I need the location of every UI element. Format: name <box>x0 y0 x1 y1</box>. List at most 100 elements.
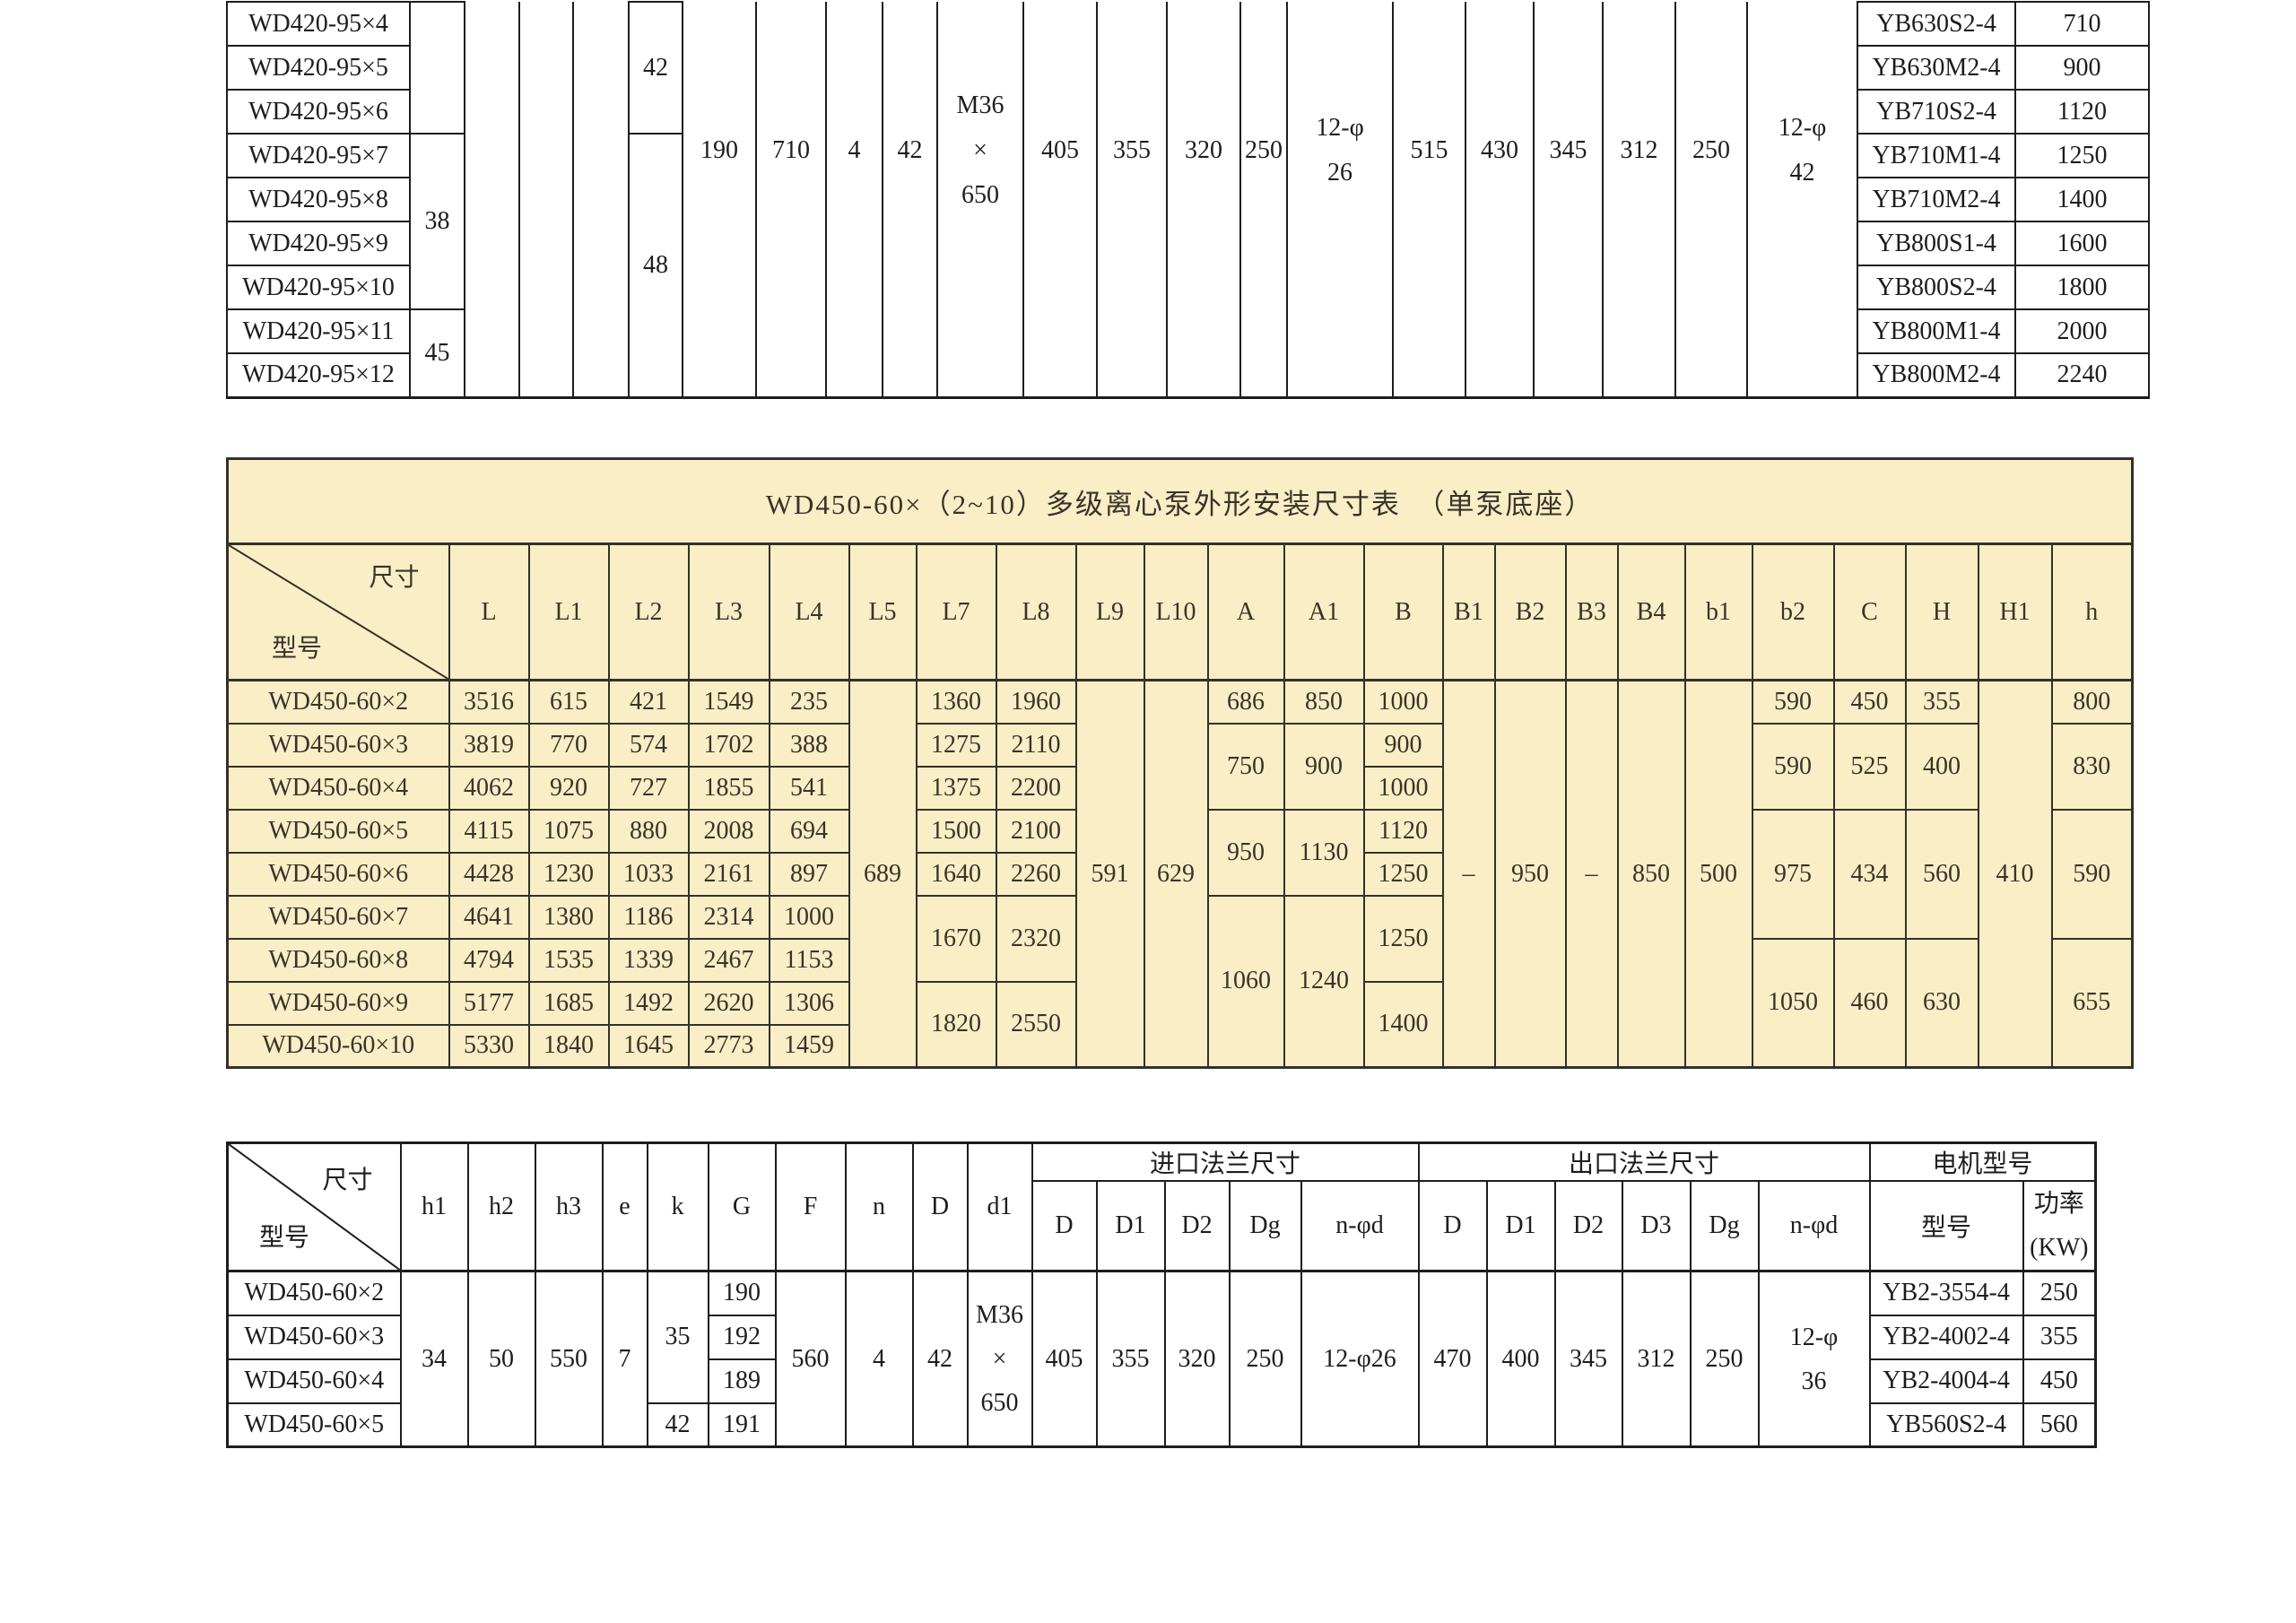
nphid-line: 42 <box>1789 159 1815 187</box>
value-cell: 850 <box>1616 679 1686 1069</box>
value-cell: 4062 <box>448 765 530 811</box>
value-cell: 2110 <box>995 722 1077 768</box>
model-cell: WD450-60×8 <box>226 937 450 983</box>
cell-text: 430 <box>1481 136 1518 164</box>
value-cell-k: 48 <box>628 133 683 398</box>
group-header-outlet-flange: 出口法兰尺寸 <box>1417 1141 1871 1182</box>
col-header: 型号 <box>1868 1180 2024 1272</box>
col-header: k <box>646 1141 709 1272</box>
table-wd450-60-dimensions: WD450-60×（2~10）多级离心泵外形安装尺寸表 （单泵底座） 尺寸 型号… <box>226 457 2135 1069</box>
value-cell: 2314 <box>687 894 770 940</box>
table-row: WD450-60×5 42 191 YB560S2-4 560 <box>226 1402 2097 1448</box>
value-cell-k: 42 <box>628 1 683 135</box>
value-cell: 235 <box>768 679 850 725</box>
value-cell: 450 <box>1832 679 1907 725</box>
col-header: L8 <box>995 542 1077 681</box>
power-cell: 355 <box>2022 1314 2097 1360</box>
model-cell: WD420-95×8 <box>226 177 411 222</box>
outlet-Dg-cell: 250 <box>1674 2 1748 398</box>
value-cell: 1240 <box>1283 894 1365 1069</box>
value-cell: 950 <box>1206 808 1285 897</box>
col-header: b2 <box>1751 542 1835 681</box>
table-row: WD450-60×8 4794 1535 1339 2467 1153 1050… <box>226 937 2134 1069</box>
power-cell: 900 <box>2014 45 2150 91</box>
value-cell: 500 <box>1683 679 1753 1069</box>
d1-line: 650 <box>980 1389 1019 1417</box>
value-cell: 541 <box>768 765 850 811</box>
value-cell: 2620 <box>687 980 770 1026</box>
model-cell: WD450-60×7 <box>226 894 450 940</box>
cell-text: 12-φ 42 <box>1749 106 1856 195</box>
empty-cell <box>518 2 574 398</box>
value-cell: 1250 <box>1362 894 1444 983</box>
col-header: L9 <box>1074 542 1145 681</box>
corner-size-label: 尺寸 <box>322 1167 373 1194</box>
value-cell: 850 <box>1283 679 1365 725</box>
value-cell-h1: 38 <box>409 133 465 310</box>
outlet-D-cell: 470 <box>1417 1270 1488 1448</box>
value-cell: 897 <box>768 851 850 897</box>
value-cell-G: 190 <box>682 2 757 398</box>
value-cell: 1000 <box>768 894 850 940</box>
inlet-nphid-cell: 12-φ 26 <box>1286 2 1394 398</box>
col-header: B4 <box>1616 542 1686 681</box>
value-cell: 1380 <box>527 894 610 940</box>
table-row: WD450-60×3 192 YB2-4002-4 355 <box>226 1314 2097 1360</box>
diagonal-line <box>229 1144 400 1270</box>
value-cell: 1153 <box>768 937 850 983</box>
value-cell: 1960 <box>995 679 1077 725</box>
cell-text: 320 <box>1185 136 1222 164</box>
corner-header-cell: 尺寸 型号 <box>226 1141 402 1272</box>
value-cell: 880 <box>607 808 690 854</box>
motor-model-cell: YB2-4002-4 <box>1868 1314 2024 1360</box>
col-header: n <box>844 1141 914 1272</box>
d1-line: M36 <box>976 1301 1023 1329</box>
value-cell: 950 <box>1493 679 1567 1069</box>
col-header: n-φd <box>1300 1180 1420 1272</box>
d1-line: × <box>973 136 987 164</box>
d1-line: × <box>992 1345 1007 1373</box>
table-row: WD420-95×10 YB800S2-4 1800 <box>226 265 2150 310</box>
inlet-D2-cell: 320 <box>1163 1270 1231 1448</box>
corner-model-label: 型号 <box>259 1224 310 1252</box>
table-row: WD450-60×4 189 YB2-4004-4 450 <box>226 1358 2097 1404</box>
table-row: WD420-95×7 38 48 YB710M1-4 1250 <box>226 133 2150 398</box>
value-cell: 1339 <box>607 937 690 983</box>
value-cell-n: 4 <box>825 2 883 398</box>
col-header: A <box>1206 542 1285 681</box>
col-header: B1 <box>1441 542 1496 681</box>
table-title: WD450-60×（2~10）多级离心泵外形安装尺寸表 （单泵底座） <box>226 457 2134 545</box>
value-cell-h3: 550 <box>534 1270 604 1448</box>
d1-line: 650 <box>961 181 999 209</box>
outlet-nphid-cell: 12-φ 36 <box>1757 1270 1871 1448</box>
power-header-line: 功率 <box>2033 1190 2084 1218</box>
table-row: WD450-60×3 3819 770 574 1702 388 1275 21… <box>226 722 2134 811</box>
value-cell: 1702 <box>687 722 770 768</box>
value-cell-d1: M36 × 650 <box>966 1270 1033 1448</box>
col-header: C <box>1832 542 1907 681</box>
value-cell: 1130 <box>1283 808 1365 897</box>
value-cell-h1: 45 <box>409 308 465 398</box>
col-header: Dg <box>1689 1180 1760 1272</box>
col-header: D3 <box>1621 1180 1692 1272</box>
power-cell: 710 <box>2014 1 2150 47</box>
col-header: L4 <box>768 542 850 681</box>
model-cell: WD420-95×9 <box>226 221 411 266</box>
motor-model-cell: YB710S2-4 <box>1857 89 2016 135</box>
value-cell-h2: 50 <box>466 1270 536 1448</box>
col-header: H1 <box>1977 542 2053 681</box>
value-cell: 3516 <box>448 679 530 725</box>
motor-model-cell: YB800M2-4 <box>1857 352 2016 398</box>
value-cell: 1000 <box>1362 765 1444 811</box>
value-cell: 1459 <box>768 1023 850 1069</box>
corner-model-label: 型号 <box>272 635 323 663</box>
cell-text: 12-φ 26 <box>1289 106 1391 195</box>
value-cell: 1033 <box>607 851 690 897</box>
table-row: WD450-60×2 34 50 550 7 35 190 560 4 42 M… <box>226 1270 2097 1448</box>
power-cell: 1250 <box>2014 133 2150 178</box>
col-header: h3 <box>534 1141 604 1272</box>
table-wd450-60-flange-motor: 尺寸 型号 h1 h2 h3 e k G F n D d1 进口法兰尺寸 出口法… <box>226 1141 2098 1448</box>
table-row: WD420-95×9 YB800S1-4 1600 <box>226 221 2150 266</box>
value-cell: – <box>1564 679 1619 1069</box>
value-cell: 1640 <box>915 851 997 897</box>
